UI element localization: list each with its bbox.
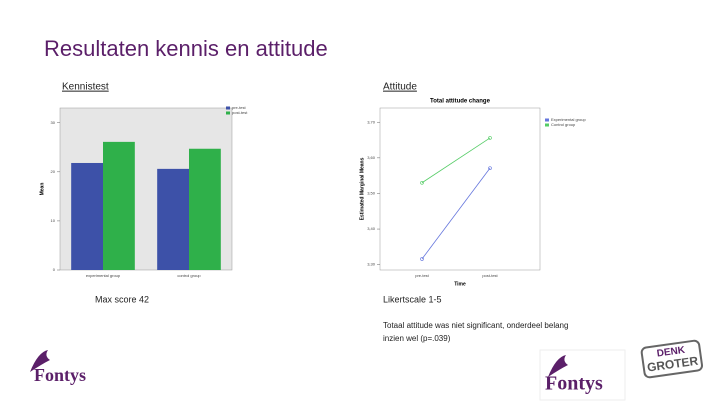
y-tick-label: 20 [51,169,56,174]
y-tick-label: 3,70 [367,119,376,124]
x-axis-label: Time [454,281,466,287]
x-tick-label: experimental group [86,273,121,278]
logo-icon [548,355,568,377]
badge: DENK GROTER [640,339,704,379]
y-tick-label: 3,40 [367,226,376,231]
badge-frame [640,339,704,379]
line [421,137,491,184]
plot-area [379,107,541,271]
x-tick-label: control group [177,273,201,278]
logo-icon [30,350,50,372]
note: Max score 42 [95,294,149,304]
y-tick-label: 0 [53,267,56,272]
bar [103,141,135,270]
point [488,166,492,170]
note: Likertscale 1-5 [383,294,442,304]
y-tick-label: 3,30 [367,262,376,267]
legend-swatch [545,118,549,122]
legend-label: Experimental group [551,117,586,122]
badge-text: DENK [656,345,686,360]
y-axis-label: Mean [39,183,45,196]
legend-label: post-test [232,110,248,115]
y-tick-label: 3,50 [367,191,376,196]
legend-label: pre-test [232,105,246,110]
bar [157,168,189,270]
logo-text: Fontys [545,373,603,395]
legend-label: Control group [551,122,576,127]
point [420,180,424,185]
y-axis-label: Estimated Marginal Means [359,157,365,220]
legend-swatch [226,111,230,115]
logo: Fontys [30,350,86,385]
logo: Fontys [545,355,603,395]
bar [71,162,103,270]
slide-title: Resultaten kennis en attitude [44,36,328,61]
y-tick-label: 10 [51,218,56,223]
x-tick-label: pre-test [415,273,429,278]
legend-swatch [545,123,549,127]
y-tick-label: 30 [51,120,56,125]
legend-swatch [226,106,230,110]
heading: Attitude [383,82,417,93]
y-tick-label: 3,60 [367,155,376,160]
note: inzien wel (p=.039) [383,334,451,343]
logo-box [539,349,626,401]
bar [189,148,221,270]
note: Totaal attitude was niet significant, on… [383,321,568,330]
logo-text: Fontys [34,365,86,385]
line [421,167,491,260]
point [488,136,492,140]
x-tick-label: post-test [482,273,498,278]
chart-title: Total attitude change [430,99,491,105]
point [420,257,424,261]
heading: Kennistest [62,82,109,93]
